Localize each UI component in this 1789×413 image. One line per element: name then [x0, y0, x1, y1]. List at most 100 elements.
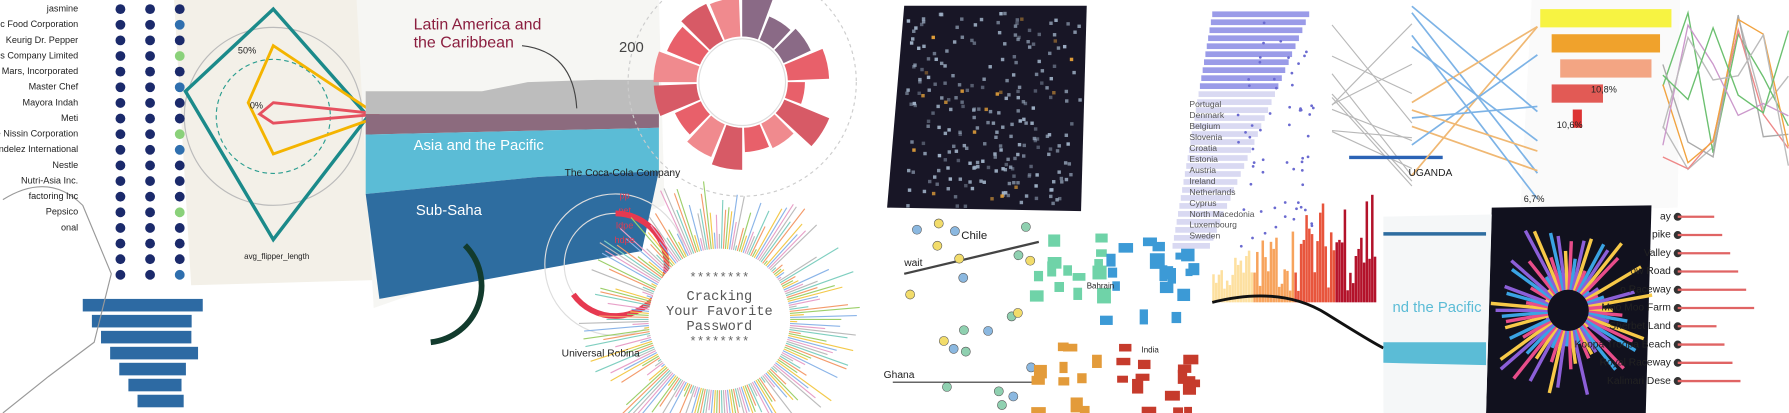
scatter-point: [1045, 134, 1050, 139]
ring: [627, 0, 857, 197]
scatter-point: [1017, 35, 1021, 40]
password-line: [679, 384, 693, 413]
scatter-point: [1020, 17, 1024, 21]
password-line: [702, 181, 712, 250]
password-line: [789, 306, 860, 314]
scatter-point: [958, 177, 963, 181]
dot: [1259, 128, 1262, 132]
password-line: [766, 234, 798, 268]
password-line: [781, 280, 794, 287]
radial-bar: [1501, 310, 1548, 318]
password-line: [646, 248, 670, 271]
dot: [1262, 41, 1265, 45]
scatter-point: [1037, 32, 1041, 37]
heat-bar: [1239, 260, 1243, 303]
slope-line: [1411, 125, 1538, 172]
scatter-point: [1007, 181, 1012, 186]
password-line: [699, 208, 708, 250]
scatter-point: [1048, 95, 1053, 100]
scatter-point: [1014, 60, 1018, 65]
sunburst-segment: [674, 101, 710, 135]
square-point: [1181, 246, 1195, 262]
scatter-point: [906, 19, 911, 23]
dot: [145, 98, 155, 108]
password-line: [651, 283, 658, 287]
scatter-point: [918, 80, 922, 84]
radial-bar: [1574, 328, 1591, 360]
country-label: Sweden: [1189, 231, 1220, 241]
ring-label: hdpe: [615, 235, 635, 245]
dot: [115, 51, 126, 61]
scatter-point: [999, 12, 1003, 16]
square-point: [1092, 354, 1102, 368]
scatter-point: [950, 226, 960, 236]
scatter-point: [937, 153, 942, 158]
scatter-point: [1029, 164, 1033, 169]
scatter-point: [984, 107, 988, 112]
track-label: Moo Moo Farm: [1601, 303, 1671, 314]
radial-bar: [1585, 317, 1634, 343]
password-line: [788, 332, 827, 342]
brand-label: Mayora Indah: [22, 97, 78, 107]
password-line: [708, 389, 712, 411]
password-line: [740, 386, 750, 412]
password-line: [616, 244, 663, 279]
heat-bar: [1362, 262, 1366, 303]
password-line: [660, 190, 691, 256]
scatter-point: [956, 158, 961, 163]
password-line: [650, 244, 672, 268]
password-line: [591, 269, 654, 295]
scatter-point: [907, 188, 912, 192]
bar: [1194, 115, 1265, 121]
scatter-point: [1007, 93, 1011, 97]
heat-bar: [1258, 285, 1262, 303]
bar: [1175, 227, 1217, 233]
scatter-point: [1022, 143, 1026, 148]
scatter-point: [1040, 81, 1044, 85]
password-line: [632, 371, 672, 413]
area-line: [1211, 294, 1385, 350]
radial-bar: [1547, 288, 1556, 297]
password-line: [666, 237, 682, 261]
heat-bar: [1308, 228, 1311, 303]
password-line: [790, 314, 857, 318]
square-point: [1141, 406, 1157, 413]
company-label: The Coca-Cola Company: [565, 168, 682, 179]
track-label: o Raceway: [1620, 284, 1672, 295]
password-line: [595, 346, 655, 373]
dot: [174, 98, 185, 108]
scatter-point: [996, 20, 1000, 25]
scatter-point: [1018, 119, 1022, 123]
scatter-point: [1048, 147, 1053, 151]
heat-bar: [1272, 248, 1275, 303]
scatter-point: [962, 143, 967, 148]
scatter-point: [936, 104, 940, 109]
password-line: [648, 261, 665, 276]
radial-bar: [1525, 323, 1556, 355]
scatter-point: [913, 103, 918, 108]
scatter-point: [975, 160, 980, 165]
country-label: Portugal: [1189, 99, 1221, 109]
square-point: [1048, 234, 1061, 247]
dot: [145, 35, 155, 46]
password-line: [772, 365, 822, 408]
password-line: [656, 254, 671, 270]
scatter-point: [1006, 193, 1011, 198]
bar: [128, 378, 182, 392]
scatter-point: [921, 93, 925, 98]
scatter-point: [1055, 198, 1059, 202]
sunburst-segment: [759, 16, 791, 49]
scatter-point: [1037, 59, 1041, 64]
heat-bar: [1368, 258, 1371, 303]
square-point: [1149, 253, 1165, 269]
heat-bar: [1231, 274, 1234, 303]
radial-bar: [1582, 322, 1589, 329]
sunburst-segment: [667, 26, 709, 65]
scatter-point: [911, 37, 915, 41]
radial-bar: [1583, 287, 1600, 300]
bar: [1209, 27, 1303, 34]
value-label: 6,7%: [1524, 194, 1545, 204]
radar-line: [183, 6, 371, 243]
scatter-point: [1066, 142, 1070, 146]
password-line: [765, 223, 803, 267]
